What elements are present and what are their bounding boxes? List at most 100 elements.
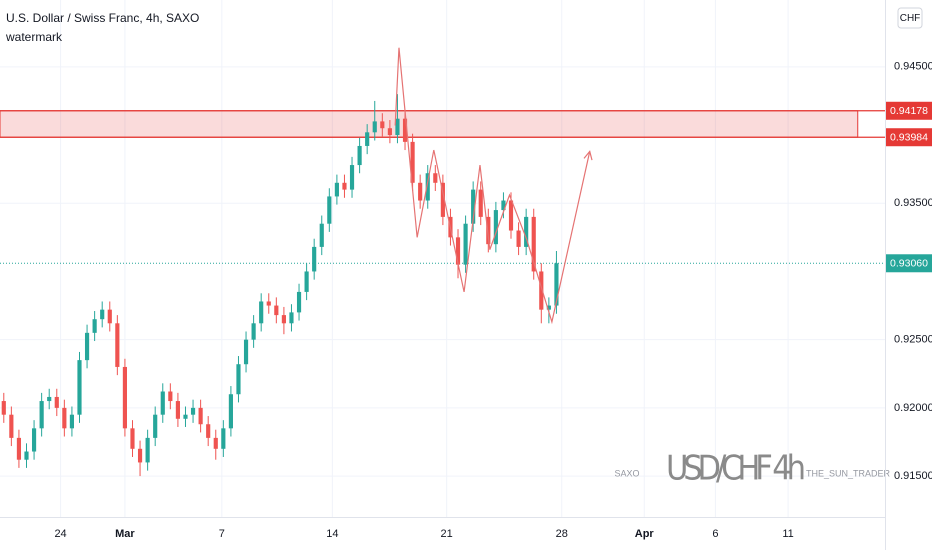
- candle-body: [39, 401, 44, 429]
- candle-body: [107, 309, 112, 324]
- candle-body: [206, 424, 211, 438]
- candle-body: [380, 121, 385, 129]
- trend-drawing: [394, 47, 591, 325]
- candle-body: [486, 216, 491, 245]
- candle-body: [524, 216, 529, 247]
- candle-body: [213, 437, 218, 449]
- candle-body: [501, 200, 506, 211]
- candle-body: [478, 189, 483, 217]
- candle-body: [153, 414, 158, 438]
- candle-body: [463, 223, 468, 265]
- x-tick-label: 6: [712, 528, 718, 540]
- candle-body: [266, 301, 271, 306]
- candle-body: [508, 200, 514, 231]
- x-tick-label: Mar: [115, 528, 135, 540]
- candle-body: [349, 165, 355, 190]
- candle-body: [365, 132, 370, 146]
- candle-body: [84, 332, 90, 361]
- candle-body: [236, 364, 241, 395]
- zone-top-tag: 0.94178: [890, 105, 928, 117]
- candle-body: [312, 246, 317, 272]
- candle-body: [9, 414, 14, 438]
- last-price-tag-bg: [886, 254, 932, 273]
- candle-body: [24, 451, 29, 460]
- candle-body: [100, 309, 105, 320]
- candle-body: [69, 414, 75, 429]
- candle-body: [342, 182, 347, 190]
- candle-body: [455, 237, 461, 265]
- y-tick-label: 0.93500: [894, 197, 932, 209]
- x-tick-label: 14: [326, 528, 338, 540]
- arrow-head: [583, 150, 593, 161]
- y-tick-label: 0.92500: [894, 334, 932, 346]
- candle-body: [546, 305, 551, 310]
- candle-body: [516, 230, 521, 247]
- candle-body: [175, 401, 180, 419]
- zone-bottom-tag: 0.93984: [890, 132, 928, 144]
- candle-body: [198, 407, 203, 425]
- candle-body: [47, 396, 52, 402]
- candle-body: [221, 428, 226, 449]
- candle-body: [372, 121, 377, 133]
- candle-body: [289, 312, 294, 324]
- candle-body: [243, 339, 249, 365]
- candle-body: [327, 196, 332, 224]
- zone: [0, 110, 859, 138]
- watermark-main: USD/CHF 4h: [666, 449, 806, 489]
- candle-body: [471, 189, 476, 224]
- candle-body: [122, 366, 127, 429]
- y-tick-label: 0.94500: [894, 61, 932, 73]
- candle-body: [296, 291, 302, 313]
- candle-body: [183, 414, 188, 419]
- candle-body: [31, 428, 37, 452]
- candle-body: [410, 141, 415, 183]
- candle-body: [539, 271, 544, 310]
- x-tick-label: 28: [556, 528, 568, 540]
- indicator-name: watermark: [5, 30, 63, 44]
- candle-body: [440, 182, 445, 217]
- x-tick-label: 24: [54, 528, 66, 540]
- candle-body: [395, 118, 400, 136]
- candle-body: [554, 263, 559, 306]
- candle-body: [304, 271, 309, 292]
- y-tick-label: 0.91500: [894, 470, 932, 482]
- candle-body: [130, 428, 135, 449]
- candle-body: [425, 173, 430, 201]
- x-tick-label: 21: [441, 528, 453, 540]
- currency-label[interactable]: CHF: [900, 13, 921, 24]
- candle-body: [274, 305, 279, 316]
- currency-button[interactable]: [897, 7, 923, 29]
- candle-body: [493, 210, 498, 245]
- candle-body: [319, 223, 324, 247]
- candle-body: [190, 407, 196, 415]
- candle-body: [281, 315, 286, 324]
- x-tick-label: 7: [219, 528, 225, 540]
- candle-body: [259, 301, 264, 324]
- candle-body: [402, 118, 408, 142]
- candle-body: [334, 182, 339, 197]
- candle-body: [137, 448, 143, 463]
- candle-body: [62, 407, 67, 429]
- x-tick-label: Apr: [635, 528, 655, 540]
- candle-body: [1, 401, 6, 415]
- candle-body: [77, 360, 82, 415]
- candle-body: [387, 128, 392, 136]
- candle-body: [433, 173, 438, 183]
- candle-body: [531, 216, 536, 272]
- candle-body: [54, 396, 59, 408]
- zone-bottom-tag-bg: [886, 128, 932, 147]
- candle-body: [418, 182, 423, 201]
- candle-body: [160, 391, 165, 415]
- candle-body: [228, 394, 233, 429]
- watermark-right: THE_SUN_TRADER: [806, 468, 891, 478]
- candle-body: [16, 437, 22, 460]
- candle-body: [168, 391, 173, 402]
- candle-body: [251, 323, 256, 340]
- last-price-tag: 0.93060: [890, 258, 928, 270]
- candle-body: [145, 437, 150, 463]
- candle-body: [92, 319, 97, 333]
- x-tick-label: 11: [782, 528, 793, 540]
- y-tick-label: 0.92000: [894, 402, 932, 414]
